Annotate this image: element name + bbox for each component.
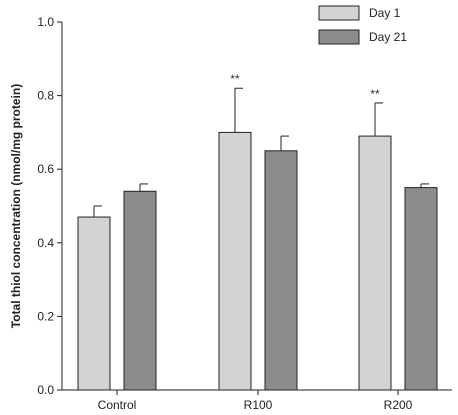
- bar-control-day-21: [123, 190, 157, 391]
- plot-area: 0.0 0.2 0.4 0.6 0.8 1.0 Control ** R100 ** R200: [37, 15, 452, 412]
- significance-marker: **: [230, 72, 240, 86]
- bar-r200-day-1: [358, 135, 392, 391]
- y-tick-label: 0.4: [37, 236, 54, 250]
- x-category-label: Control: [98, 398, 137, 412]
- bar-control-day-1: [77, 216, 111, 391]
- legend-swatch-day-21: [318, 29, 360, 45]
- y-tick-label: 0.8: [37, 89, 54, 103]
- bar-r100-day-21: [264, 150, 298, 391]
- legend-swatch-day-1: [318, 5, 360, 21]
- x-category-label: R100: [244, 398, 273, 412]
- bar-r200-day-21: [404, 187, 438, 391]
- y-tick-label: 0.2: [37, 309, 54, 323]
- x-category-label: R200: [384, 398, 413, 412]
- legend-label: Day 1: [369, 6, 401, 20]
- legend-label: Day 21: [369, 30, 407, 44]
- y-tick-label: 0.0: [37, 383, 54, 397]
- y-tick-label: 0.6: [37, 162, 54, 176]
- y-axis-title: Total thiol concentration (nmol/mg prote…: [9, 84, 23, 328]
- legend: Day 1 Day 21: [318, 5, 407, 45]
- y-tick-label: 1.0: [37, 15, 54, 29]
- significance-marker: **: [370, 87, 380, 101]
- bar-r100-day-1: [218, 131, 252, 391]
